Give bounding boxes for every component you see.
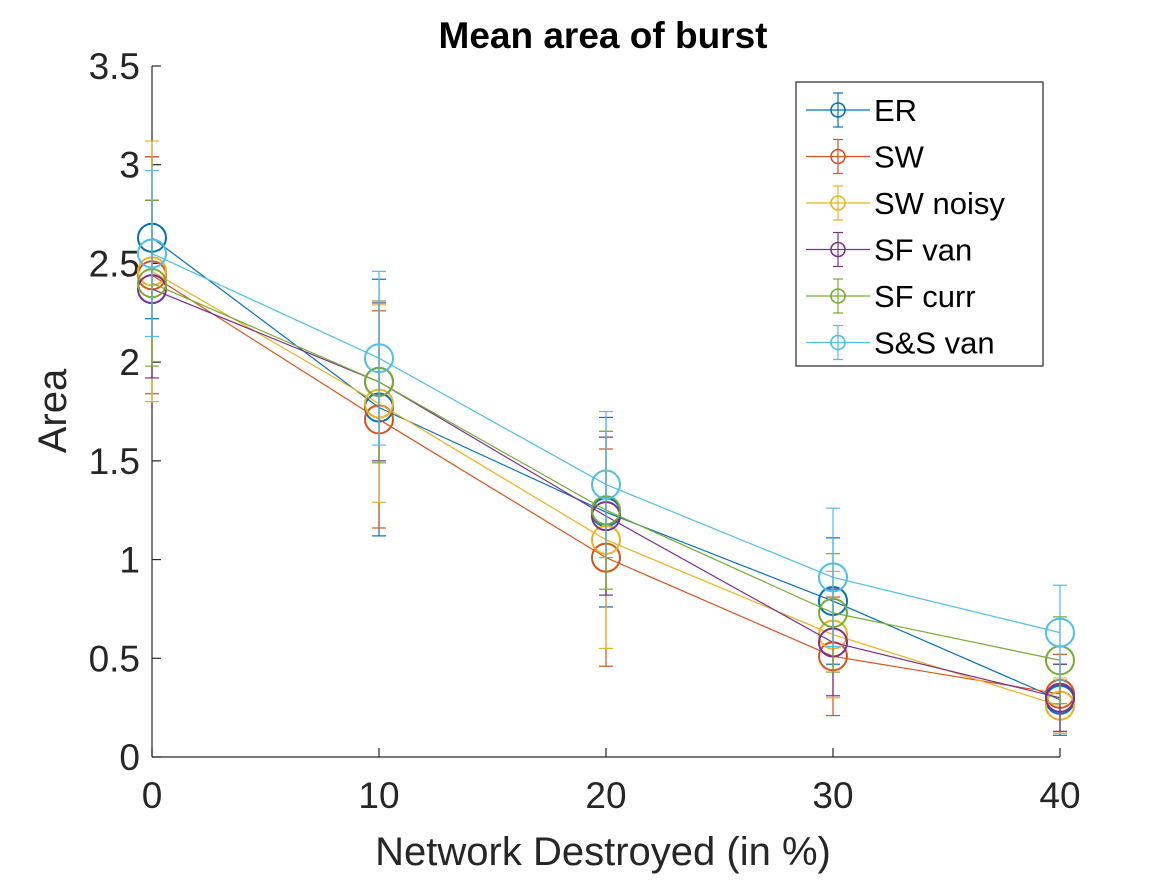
plot-area: [137, 140, 1075, 736]
legend-marker: [830, 148, 846, 165]
y-tick-label: 0: [119, 737, 140, 778]
legend-box: [795, 81, 1044, 367]
y-tick-label: 1: [119, 540, 140, 581]
data-point: [137, 238, 167, 269]
y-tick-label: 1.5: [89, 441, 140, 482]
x-axis-label: Network Destroyed (in %): [375, 830, 831, 874]
legend-marker: [830, 241, 846, 258]
data-point: [591, 469, 621, 500]
legend-marker: [830, 102, 846, 118]
chart-title: Mean area of burst: [439, 15, 768, 56]
data-point: [1045, 617, 1075, 648]
y-axis-label: Area: [31, 368, 75, 453]
legend-item-5: S&S van: [806, 324, 995, 361]
legend-label: ER: [874, 93, 917, 128]
y-tick-label: 2: [119, 342, 140, 383]
legend-label: S&S van: [874, 326, 995, 361]
data-point: [364, 343, 394, 374]
legend-item-1: SW: [806, 138, 925, 175]
legend-label: SW noisy: [874, 186, 1005, 221]
legend-marker: [830, 195, 846, 211]
legend-item-2: SW noisy: [806, 185, 1005, 221]
y-tick-label: 2.5: [89, 243, 140, 284]
x-tick-label: 10: [358, 775, 399, 816]
x-tick-label: 20: [585, 775, 626, 816]
legend-item-4: SF curr: [806, 278, 976, 314]
y-tick-label: 3: [119, 145, 140, 186]
data-point: [818, 562, 848, 593]
y-tick-label: 3.5: [89, 46, 140, 87]
legend-item-0: ER: [806, 92, 917, 128]
x-tick-label: 40: [1039, 775, 1080, 816]
legend-label: SW: [874, 140, 925, 175]
legend: ER SW SW noisy SF van SF curr S&S van: [795, 81, 1044, 367]
x-tick-label: 30: [812, 775, 853, 816]
legend-marker: [830, 288, 846, 304]
axes: 0 10 20 30 40 0 0.5 1 1.5 2 2.5 3 3.5: [89, 46, 1081, 816]
series-5: [137, 170, 1075, 681]
x-tick-label: 0: [142, 775, 163, 816]
legend-marker: [830, 334, 846, 351]
legend-label: SF van: [874, 233, 972, 268]
y-tick-label: 0.5: [89, 638, 140, 679]
legend-label: SF curr: [874, 279, 976, 314]
legend-item-3: SF van: [806, 231, 972, 268]
